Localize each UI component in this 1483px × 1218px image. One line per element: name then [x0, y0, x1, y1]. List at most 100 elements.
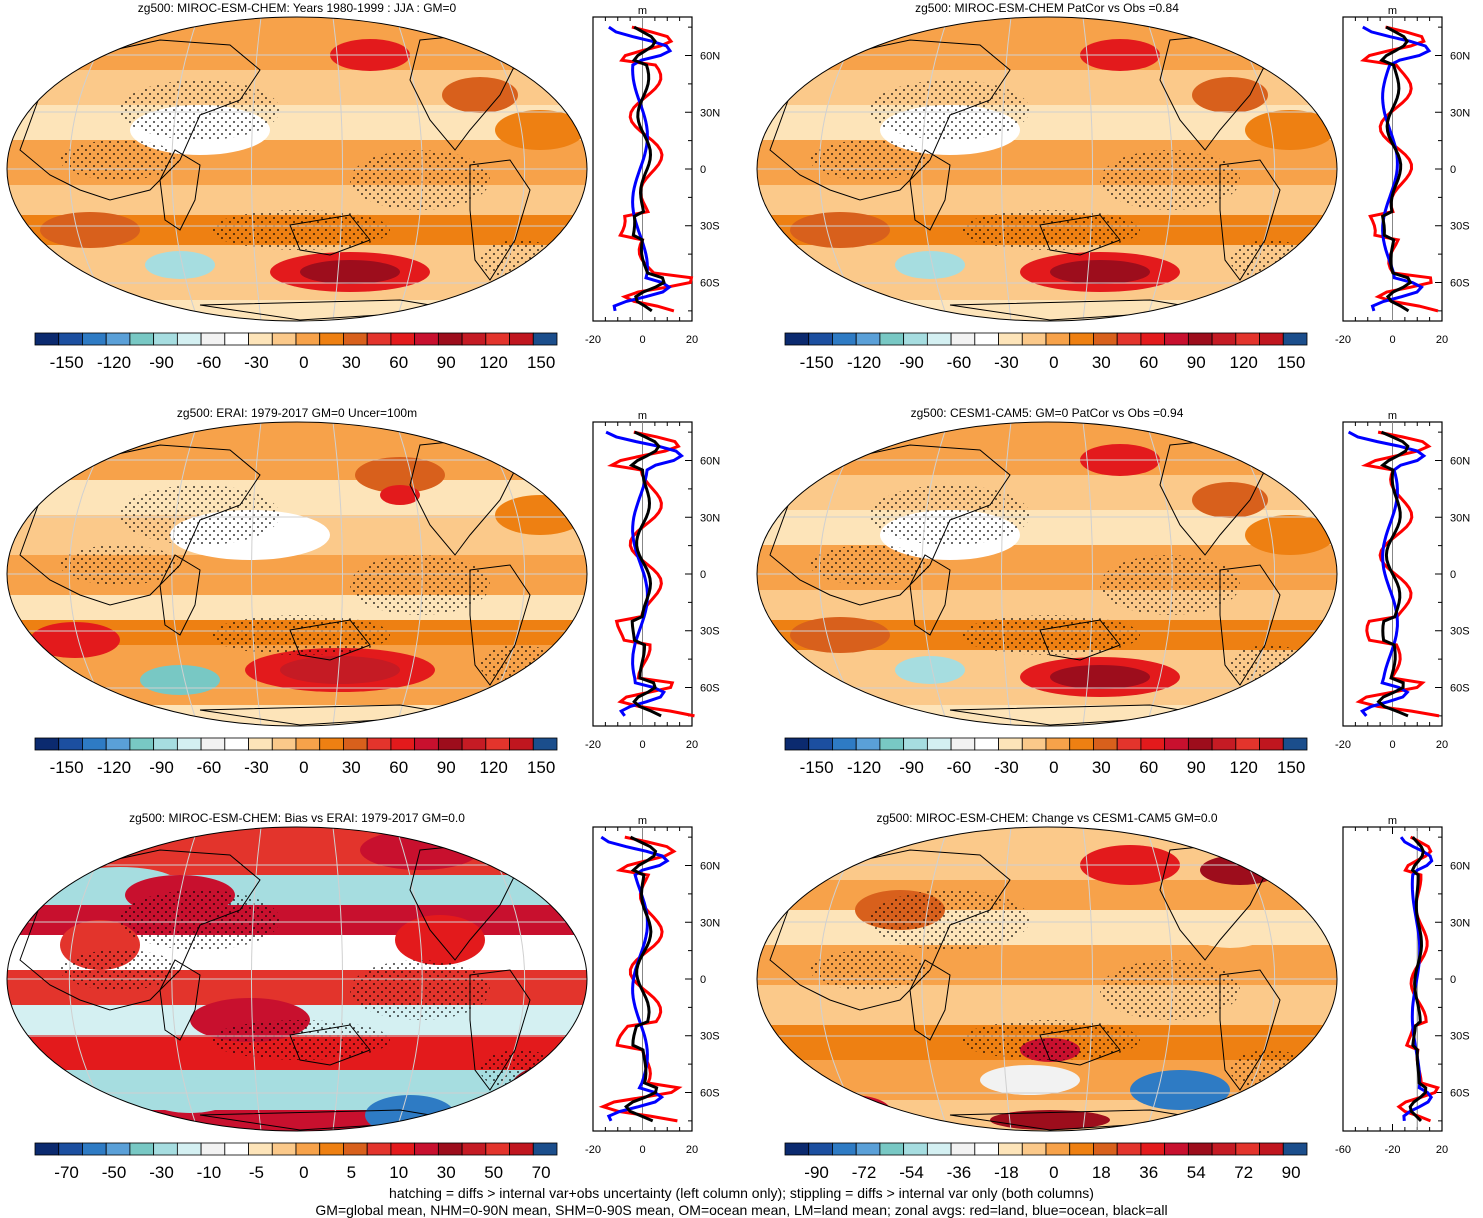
coastline: [289, 1024, 371, 1066]
colorbar-label: -90: [149, 353, 174, 372]
colorbar-label: 60: [1139, 353, 1158, 372]
colorbar-cell: [879, 1142, 905, 1156]
colorbar-label: -150: [800, 758, 834, 777]
colorbar-label: -54: [899, 1163, 924, 1182]
colorbar-label: -120: [97, 758, 131, 777]
zonal-plot: m -20 0 20 60N 30N 0 30S 60S: [585, 815, 720, 1156]
zonal-xtick-label: 0: [1389, 334, 1395, 346]
colorbar-cell: [784, 332, 810, 346]
colorbar-cell: [903, 332, 928, 346]
stipple-region: [1230, 645, 1310, 685]
colorbar-cell: [461, 737, 487, 751]
colorbar-label: -150: [50, 353, 84, 372]
colorbar-cell: [974, 332, 999, 346]
colorbar-label: -30: [149, 1163, 174, 1182]
stipple-region: [870, 890, 1030, 950]
colorbar-cell: [855, 1142, 881, 1156]
zonal-lat-label: 60N: [700, 456, 720, 468]
colorbar-cell: [485, 737, 510, 751]
map-border: [756, 826, 1338, 1132]
zonal-lat-label: 30N: [700, 107, 720, 119]
coastline: [159, 554, 201, 636]
coastline: [1219, 564, 1281, 686]
colorbar-label: 72: [1234, 1163, 1253, 1182]
colorbar-label: 30: [1092, 353, 1111, 372]
graticule-meridian: [1145, 17, 1173, 321]
colorbar-label: 30: [342, 758, 361, 777]
colorbar-label: 90: [437, 353, 456, 372]
zonal-curve-land: [1360, 25, 1439, 313]
panel-title: zg500: MIROC-ESM-CHEM PatCor vs Obs =0.8…: [915, 1, 1179, 15]
colorbar-cell: [532, 332, 558, 346]
stipple-region: [60, 950, 180, 990]
colorbar-cell: [461, 1142, 487, 1156]
map-border: [6, 826, 588, 1132]
colorbar-label: -150: [50, 758, 84, 777]
stipple-region: [960, 210, 1140, 250]
zonal-unit: m: [638, 410, 647, 422]
colorbar-cell: [974, 1142, 999, 1156]
zonal-curve-land: [618, 25, 694, 313]
coastline: [1039, 214, 1121, 256]
stipple-region: [870, 80, 1030, 140]
zonal-curve-ocean: [600, 835, 670, 1122]
colorbar-label: -60: [197, 758, 222, 777]
colorbar-cell: [58, 332, 83, 346]
zonal-lat-label: 30S: [700, 626, 720, 638]
colorbar-cell: [248, 1142, 273, 1156]
zonal-lat-label: 60S: [700, 277, 720, 289]
colorbar-cell: [295, 737, 321, 751]
zonal-lat-label: 60S: [1450, 277, 1470, 289]
colorbar-cell: [1116, 332, 1142, 346]
stipple-region: [810, 140, 930, 180]
graticule-meridian: [921, 827, 949, 1131]
colorbar-cell: [1259, 332, 1284, 346]
colorbar-cell: [224, 1142, 249, 1156]
colorbar-label: 30: [437, 1163, 456, 1182]
colorbar-cell: [832, 1142, 857, 1156]
zonal-unit: m: [638, 5, 647, 17]
colorbar-cell: [105, 1142, 131, 1156]
graticule-meridian: [1082, 422, 1094, 726]
stipple-region: [810, 545, 930, 585]
colorbar-cell: [926, 737, 952, 751]
zonal-lat-label: 60S: [1450, 1087, 1470, 1099]
footer-line-2: GM=global mean, NHM=0-90N mean, SHM=0-90…: [315, 1202, 1168, 1218]
colorbar-label: 54: [1187, 1163, 1206, 1182]
coastline: [469, 159, 531, 281]
colorbar-cell: [437, 737, 463, 751]
zonal-xtick-label: -20: [1335, 739, 1351, 751]
colorbar-label: 0: [299, 758, 308, 777]
zonal-plot: m -60 -20 20 60N 30N 0 30S 60S: [1335, 815, 1470, 1156]
coastline: [289, 619, 371, 661]
stipple-region: [480, 240, 560, 280]
colorbar-cell: [176, 1142, 202, 1156]
colorbar-cell: [414, 332, 439, 346]
colorbar-cell: [998, 332, 1023, 346]
colorbar-cell: [200, 737, 226, 751]
graticule-meridian: [1000, 827, 1012, 1131]
colorbar-cell: [1187, 1142, 1213, 1156]
zonal-lat-label: 30N: [700, 512, 720, 524]
colorbar-cell: [1211, 1142, 1237, 1156]
colorbar-cell: [366, 332, 392, 346]
colorbar-cell: [903, 737, 928, 751]
graticule-meridian: [395, 827, 423, 1131]
coastline: [1219, 159, 1281, 281]
colorbar-label: 0: [1049, 353, 1058, 372]
zonal-curve-all: [631, 25, 666, 313]
zonal-curve-land: [598, 835, 683, 1123]
coastline: [909, 554, 951, 636]
colorbar-cell: [974, 737, 999, 751]
zonal-curve-ocean: [1347, 430, 1427, 717]
colorbar-cell: [950, 1142, 976, 1156]
colorbar-cell: [105, 737, 131, 751]
zonal-unit: m: [1388, 5, 1397, 17]
colorbar-cell: [414, 737, 439, 751]
colorbar-cell: [1045, 1142, 1071, 1156]
colorbar-cell: [926, 1142, 952, 1156]
colorbar-cell: [808, 737, 833, 751]
colorbar-cell: [509, 737, 534, 751]
stipple-region: [480, 645, 560, 685]
zonal-xtick-label: -20: [585, 739, 601, 751]
